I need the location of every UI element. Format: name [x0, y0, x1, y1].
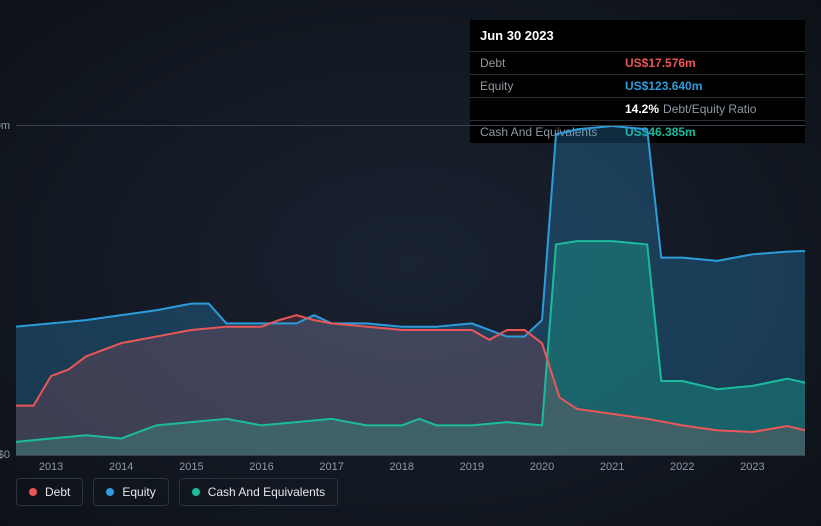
chart: US$200mUS$020132014201520162017201820192…: [16, 125, 805, 456]
y-axis-label: US$0: [0, 449, 16, 461]
x-axis-label: 2016: [249, 455, 273, 473]
tooltip-suffix: Debt/Equity Ratio: [663, 102, 756, 116]
tooltip-date: Jun 30 2023: [470, 20, 805, 51]
legend-dot-icon: [192, 488, 200, 496]
legend-item-debt[interactable]: Debt: [16, 478, 83, 506]
tooltip-label: Equity: [480, 79, 625, 93]
tooltip-row: DebtUS$17.576m: [470, 51, 805, 74]
tooltip-row: 14.2% Debt/Equity Ratio: [470, 97, 805, 120]
x-axis-label: 2018: [389, 455, 413, 473]
x-axis-label: 2014: [109, 455, 133, 473]
legend-label: Cash And Equivalents: [208, 485, 325, 499]
x-axis-label: 2019: [460, 455, 484, 473]
x-axis-label: 2021: [600, 455, 624, 473]
x-axis-label: 2023: [740, 455, 764, 473]
legend: Debt Equity Cash And Equivalents: [16, 478, 338, 506]
tooltip-label: [480, 102, 625, 116]
x-axis-label: 2020: [530, 455, 554, 473]
x-axis-label: 2022: [670, 455, 694, 473]
legend-label: Debt: [45, 485, 70, 499]
legend-item-cash-and-equivalents[interactable]: Cash And Equivalents: [179, 478, 338, 506]
legend-label: Equity: [122, 485, 155, 499]
tooltip-row: EquityUS$123.640m: [470, 74, 805, 97]
tooltip-value: US$17.576m: [625, 56, 696, 70]
tooltip-value: US$123.640m: [625, 79, 702, 93]
legend-dot-icon: [106, 488, 114, 496]
legend-item-equity[interactable]: Equity: [93, 478, 168, 506]
tooltip-label: Debt: [480, 56, 625, 70]
y-axis-label: US$200m: [0, 120, 16, 132]
legend-dot-icon: [29, 488, 37, 496]
series-svg: [16, 126, 805, 455]
x-axis-label: 2013: [39, 455, 63, 473]
x-axis-label: 2015: [179, 455, 203, 473]
tooltip-value: 14.2%: [625, 102, 659, 116]
plot-area[interactable]: US$200mUS$020132014201520162017201820192…: [16, 125, 805, 456]
x-axis-label: 2017: [319, 455, 343, 473]
